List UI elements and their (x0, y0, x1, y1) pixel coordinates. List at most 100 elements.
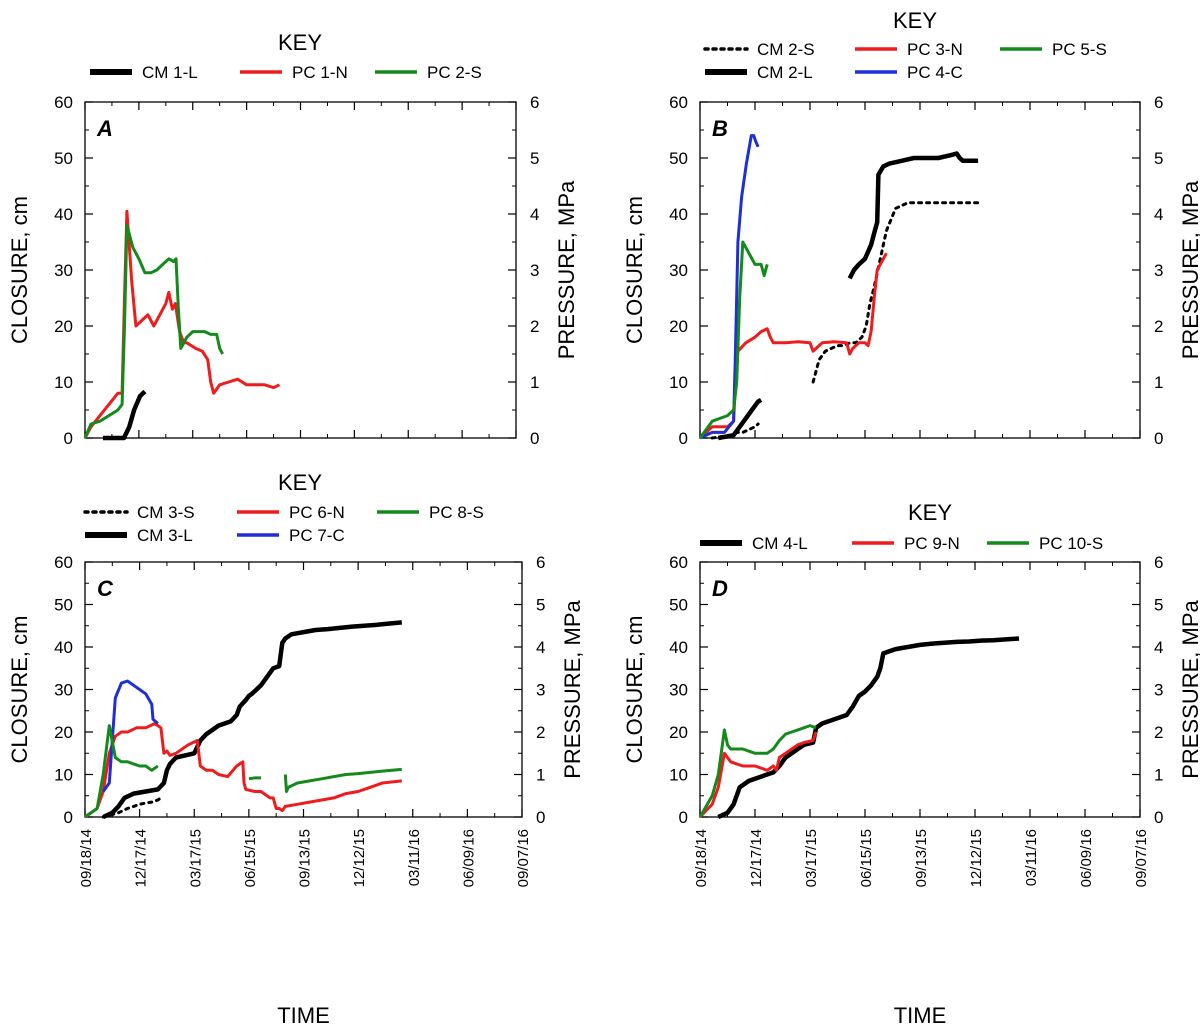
x-tick-label: 09/18/14 (78, 829, 95, 887)
panel-letter: B (712, 116, 728, 141)
legend-label: CM 2-L (757, 63, 813, 82)
x-tick-label: 03/17/15 (803, 829, 820, 887)
right-tick-label: 4 (530, 205, 539, 224)
left-tick-label: 50 (669, 596, 688, 615)
left-tick-label: 60 (669, 553, 688, 572)
right-tick-label: 3 (1154, 681, 1163, 700)
legend-label: CM 1-L (142, 63, 198, 82)
legend-label: CM 3-L (137, 526, 193, 545)
right-axis-title: PRESSURE, MPa (554, 180, 579, 359)
right-tick-label: 4 (1154, 638, 1163, 657)
right-tick-label: 3 (1154, 261, 1163, 280)
panel-b: 0 0 10 1 20 2 30 3 40 4 50 5 60 6 CLOSURE, cm PRESSURE,… (622, 8, 1200, 448)
x-tick-label: 09/13/15 (913, 829, 930, 887)
right-axis-title: PRESSURE, MPa (1178, 180, 1200, 359)
legend-label: PC 1-N (292, 63, 348, 82)
left-tick-label: 30 (669, 681, 688, 700)
series-line-pc-4-c (699, 134, 760, 440)
left-tick-label: 40 (54, 205, 73, 224)
x-tick-label: 12/12/15 (968, 829, 985, 887)
left-tick-label: 40 (669, 638, 688, 657)
right-tick-label: 0 (536, 808, 545, 827)
panel-a: 0 0 10 1 20 2 30 3 40 4 50 5 60 6 CLOSURE, cm PRESSURE,… (7, 30, 579, 448)
left-tick-label: 20 (54, 317, 73, 336)
x-tick-label: 09/13/15 (297, 829, 314, 887)
legend-label: PC 6-N (289, 503, 345, 522)
series-line-pc-6-n (84, 722, 402, 819)
x-tick-label: 09/07/16 (515, 829, 532, 887)
series-line-cm-2-l (847, 151, 979, 280)
x-tick-label: 12/17/14 (133, 829, 150, 887)
right-axis-title: PRESSURE, MPa (1178, 599, 1200, 778)
series-line-pc-7-c (101, 679, 159, 793)
right-tick-label: 4 (1154, 205, 1163, 224)
right-tick-label: 3 (536, 681, 545, 700)
left-tick-label: 40 (54, 638, 73, 657)
left-tick-label: 0 (64, 429, 73, 448)
x-axis-title: TIME (277, 1003, 330, 1028)
right-tick-label: 5 (530, 149, 539, 168)
left-axis-title: CLOSURE, cm (622, 616, 647, 764)
left-tick-label: 30 (54, 261, 73, 280)
left-tick-label: 20 (669, 317, 688, 336)
legend-key-title: KEY (278, 470, 322, 495)
left-tick-label: 20 (54, 723, 73, 742)
x-tick-label: 06/09/16 (460, 829, 477, 887)
right-tick-label: 2 (1154, 723, 1163, 742)
left-tick-label: 50 (54, 596, 73, 615)
right-tick-label: 6 (1154, 553, 1163, 572)
right-tick-label: 0 (530, 429, 539, 448)
right-tick-label: 5 (1154, 149, 1163, 168)
series-line-pc-10-s (698, 724, 817, 818)
series-line-pc-1-n (83, 209, 281, 439)
right-tick-label: 3 (530, 261, 539, 280)
x-tick-label: 03/17/15 (187, 829, 204, 887)
left-tick-label: 60 (669, 93, 688, 112)
right-tick-label: 4 (536, 638, 545, 657)
legend-label: PC 7-C (289, 526, 345, 545)
plot-frame (84, 561, 523, 818)
x-tick-label: 06/15/15 (858, 829, 875, 887)
left-tick-label: 10 (669, 373, 688, 392)
panel-c: 0 0 10 1 20 2 30 3 40 4 50 5 60 6 09/18/14 12/17/14 03/1… (7, 470, 585, 1028)
legend-key-title: KEY (908, 500, 952, 525)
legend-key-title: KEY (893, 8, 937, 33)
right-tick-label: 6 (1154, 93, 1163, 112)
x-tick-label: 06/15/15 (242, 829, 259, 887)
left-tick-label: 0 (679, 429, 688, 448)
panel-letter: C (97, 576, 114, 601)
series-line-cm-2-l (717, 397, 763, 441)
right-tick-label: 6 (536, 553, 545, 572)
left-tick-label: 30 (54, 681, 73, 700)
left-tick-label: 40 (669, 205, 688, 224)
left-axis-title: CLOSURE, cm (7, 196, 32, 344)
plot-frame (84, 101, 517, 439)
x-tick-label: 12/17/14 (748, 829, 765, 887)
series-line-cm-3-s (101, 796, 163, 819)
right-tick-label: 2 (1154, 317, 1163, 336)
series-line-pc-8-s (283, 767, 402, 793)
x-tick-label: 09/18/14 (693, 829, 710, 887)
left-tick-label: 20 (669, 723, 688, 742)
right-tick-label: 5 (1154, 596, 1163, 615)
left-axis-title: CLOSURE, cm (622, 196, 647, 344)
panel-d: 0 0 10 1 20 2 30 3 40 4 50 5 60 6 09/18/14 12/17/14 03/1… (622, 500, 1200, 1028)
legend-label: CM 2-S (757, 40, 815, 59)
series-line-pc-9-n (698, 731, 818, 819)
series-line-cm-4-l (717, 636, 1020, 820)
right-tick-label: 2 (536, 723, 545, 742)
series-line-pc-8-s (248, 776, 261, 781)
left-tick-label: 50 (669, 149, 688, 168)
right-tick-label: 2 (530, 317, 539, 336)
left-tick-label: 0 (679, 808, 688, 827)
left-tick-label: 60 (54, 553, 73, 572)
legend-label: CM 3-S (137, 503, 195, 522)
series-line-cm-2-s (811, 201, 980, 384)
right-tick-label: 1 (536, 766, 545, 785)
right-tick-label: 1 (530, 373, 539, 392)
x-tick-label: 03/11/16 (406, 829, 423, 886)
left-tick-label: 10 (54, 373, 73, 392)
series-line-pc-5-s (698, 240, 769, 439)
right-tick-label: 1 (1154, 766, 1163, 785)
